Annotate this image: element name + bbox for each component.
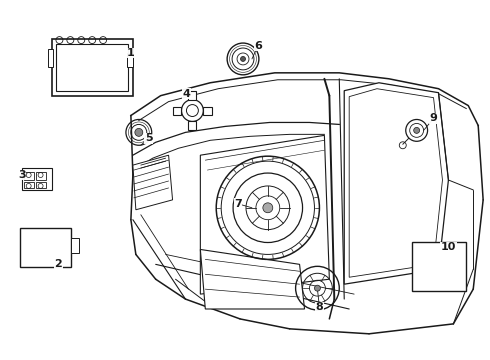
- Polygon shape: [200, 249, 305, 309]
- Bar: [51, 39, 133, 96]
- Text: 10: 10: [441, 243, 456, 252]
- Text: 8: 8: [316, 302, 323, 312]
- Circle shape: [135, 129, 143, 136]
- Text: 5: 5: [145, 133, 152, 143]
- Bar: [48, 49, 53, 67]
- Bar: [56, 44, 128, 91]
- Text: 6: 6: [254, 41, 262, 51]
- Circle shape: [263, 203, 273, 213]
- Circle shape: [315, 285, 320, 291]
- Bar: [189, 121, 196, 130]
- Circle shape: [414, 127, 419, 133]
- Text: 4: 4: [182, 89, 191, 99]
- Bar: [22, 168, 51, 190]
- Polygon shape: [200, 135, 329, 294]
- Bar: [36, 172, 46, 180]
- Text: 1: 1: [127, 48, 135, 58]
- Bar: [72, 238, 79, 253]
- Polygon shape: [349, 89, 442, 277]
- Text: 2: 2: [54, 259, 62, 269]
- Circle shape: [241, 57, 245, 62]
- Text: 7: 7: [234, 199, 242, 209]
- Polygon shape: [133, 155, 172, 210]
- Bar: [24, 182, 34, 188]
- Text: 3: 3: [18, 170, 25, 180]
- Bar: [203, 107, 212, 114]
- Bar: [127, 53, 133, 67]
- Bar: [24, 172, 34, 180]
- Bar: [189, 91, 196, 100]
- Bar: [36, 182, 46, 188]
- Bar: [412, 242, 466, 291]
- Bar: [20, 228, 72, 267]
- Polygon shape: [344, 83, 448, 284]
- Bar: [172, 107, 181, 114]
- Text: 9: 9: [430, 113, 438, 123]
